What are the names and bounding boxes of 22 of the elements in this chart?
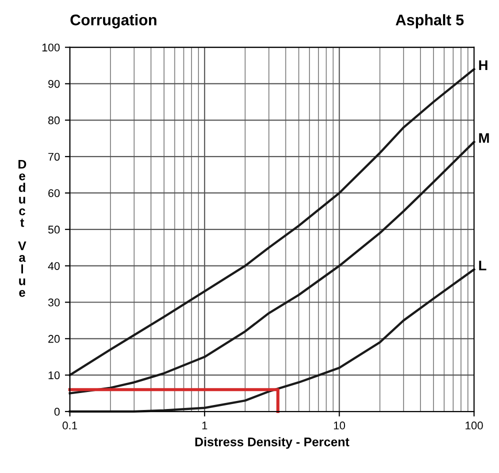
x-tick-label: 0.1 [62,422,78,430]
x-tick-label: 1 [202,422,208,430]
series-label: L [479,260,486,270]
y-tick-label: 60 [48,189,60,198]
chart-subtitle: Asphalt 5 [396,14,464,28]
x-tick-label: 100 [466,422,483,430]
y-tick-label: 80 [48,116,60,124]
y-tick-label: 50 [48,226,60,234]
y-tick-label: 100 [42,44,60,52]
series-label: M [479,133,489,143]
y-tick-label: 90 [48,80,60,88]
x-tick-label: 10 [334,422,346,430]
y-tick-label: 20 [48,334,60,343]
y-tick-label: 0 [54,408,60,416]
y-tick-label: 70 [48,152,60,161]
series-label: H [479,60,488,70]
y-tick-label: 30 [48,298,60,306]
y-tick-label: 10 [48,371,60,380]
x-axis-title: Distress Density - Percent [195,437,350,449]
text: Deduct Value [18,160,26,297]
chart-title: Corrugation [70,14,156,28]
y-tick-label: 40 [48,262,60,270]
